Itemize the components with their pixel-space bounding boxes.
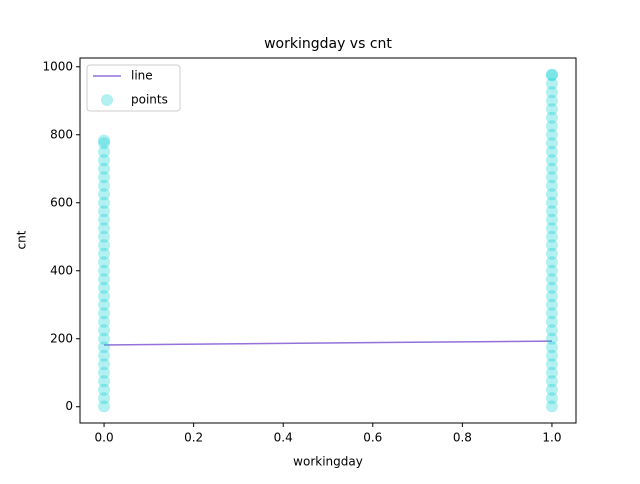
point	[545, 94, 558, 107]
x-tick-label: 0.6	[363, 431, 382, 445]
point	[98, 179, 111, 192]
point	[545, 137, 558, 150]
y-tick-label: 1000	[42, 59, 73, 73]
point	[545, 324, 558, 337]
point	[98, 145, 111, 158]
point	[98, 171, 111, 184]
point	[98, 298, 111, 311]
point	[545, 120, 558, 133]
point	[98, 392, 111, 405]
point	[98, 162, 111, 175]
plot-frame	[79, 57, 577, 424]
point	[545, 68, 558, 81]
y-tick-label: 800	[50, 127, 73, 141]
point	[545, 315, 558, 328]
point	[98, 188, 111, 201]
point	[98, 383, 111, 396]
point	[98, 366, 111, 379]
point	[98, 230, 111, 243]
point	[545, 103, 558, 116]
point	[545, 86, 558, 99]
point	[545, 213, 558, 226]
point	[98, 264, 111, 277]
chart-title: workingday vs cnt	[264, 36, 392, 52]
point	[545, 196, 558, 209]
point	[545, 375, 558, 388]
point	[98, 324, 111, 337]
point	[545, 179, 558, 192]
point	[545, 256, 558, 269]
y-tick-label: 200	[50, 331, 73, 345]
point	[545, 298, 558, 311]
point	[545, 273, 558, 286]
point	[98, 196, 111, 209]
point	[545, 205, 558, 218]
point	[98, 315, 111, 328]
point	[545, 111, 558, 124]
point	[98, 290, 111, 303]
point	[545, 332, 558, 345]
point	[545, 77, 558, 90]
x-tick-label: 1.0	[542, 431, 561, 445]
point	[98, 341, 111, 354]
line	[104, 340, 552, 346]
point	[545, 230, 558, 243]
point	[545, 358, 558, 371]
point	[545, 247, 558, 260]
point	[545, 281, 558, 294]
point	[98, 400, 111, 413]
point	[545, 188, 558, 201]
point	[98, 154, 111, 167]
point	[98, 332, 111, 345]
point	[545, 69, 558, 82]
y-tick-label: 0	[65, 399, 73, 413]
point	[545, 341, 558, 354]
x-tick-label: 0.2	[184, 431, 203, 445]
point	[98, 222, 111, 235]
point	[545, 400, 558, 413]
point	[98, 349, 111, 362]
legend-swatch	[101, 94, 113, 106]
point	[98, 247, 111, 260]
point	[98, 256, 111, 269]
x-tick-label: 0.0	[95, 431, 114, 445]
point	[545, 128, 558, 141]
point	[545, 145, 558, 158]
point	[98, 358, 111, 371]
point	[545, 307, 558, 320]
y-axis-label: cnt	[15, 230, 29, 249]
point	[98, 281, 111, 294]
point	[98, 205, 111, 218]
point	[545, 171, 558, 184]
point	[545, 383, 558, 396]
point	[545, 154, 558, 167]
point	[98, 273, 111, 286]
x-tick-label: 0.8	[453, 431, 472, 445]
y-tick-label: 600	[50, 195, 73, 209]
point	[545, 239, 558, 252]
point	[98, 134, 111, 147]
x-axis-label: workingday	[293, 455, 363, 469]
legend-label: points	[131, 93, 168, 107]
point	[98, 375, 111, 388]
point	[545, 290, 558, 303]
x-tick-label: 0.4	[274, 431, 293, 445]
point	[98, 213, 111, 226]
point	[545, 264, 558, 277]
point	[545, 222, 558, 235]
point	[545, 162, 558, 175]
point	[545, 366, 558, 379]
point	[98, 307, 111, 320]
point	[545, 392, 558, 405]
point	[98, 137, 111, 150]
y-tick-label: 400	[50, 263, 73, 277]
point	[545, 349, 558, 362]
legend-label: line	[131, 69, 153, 83]
point	[98, 239, 111, 252]
